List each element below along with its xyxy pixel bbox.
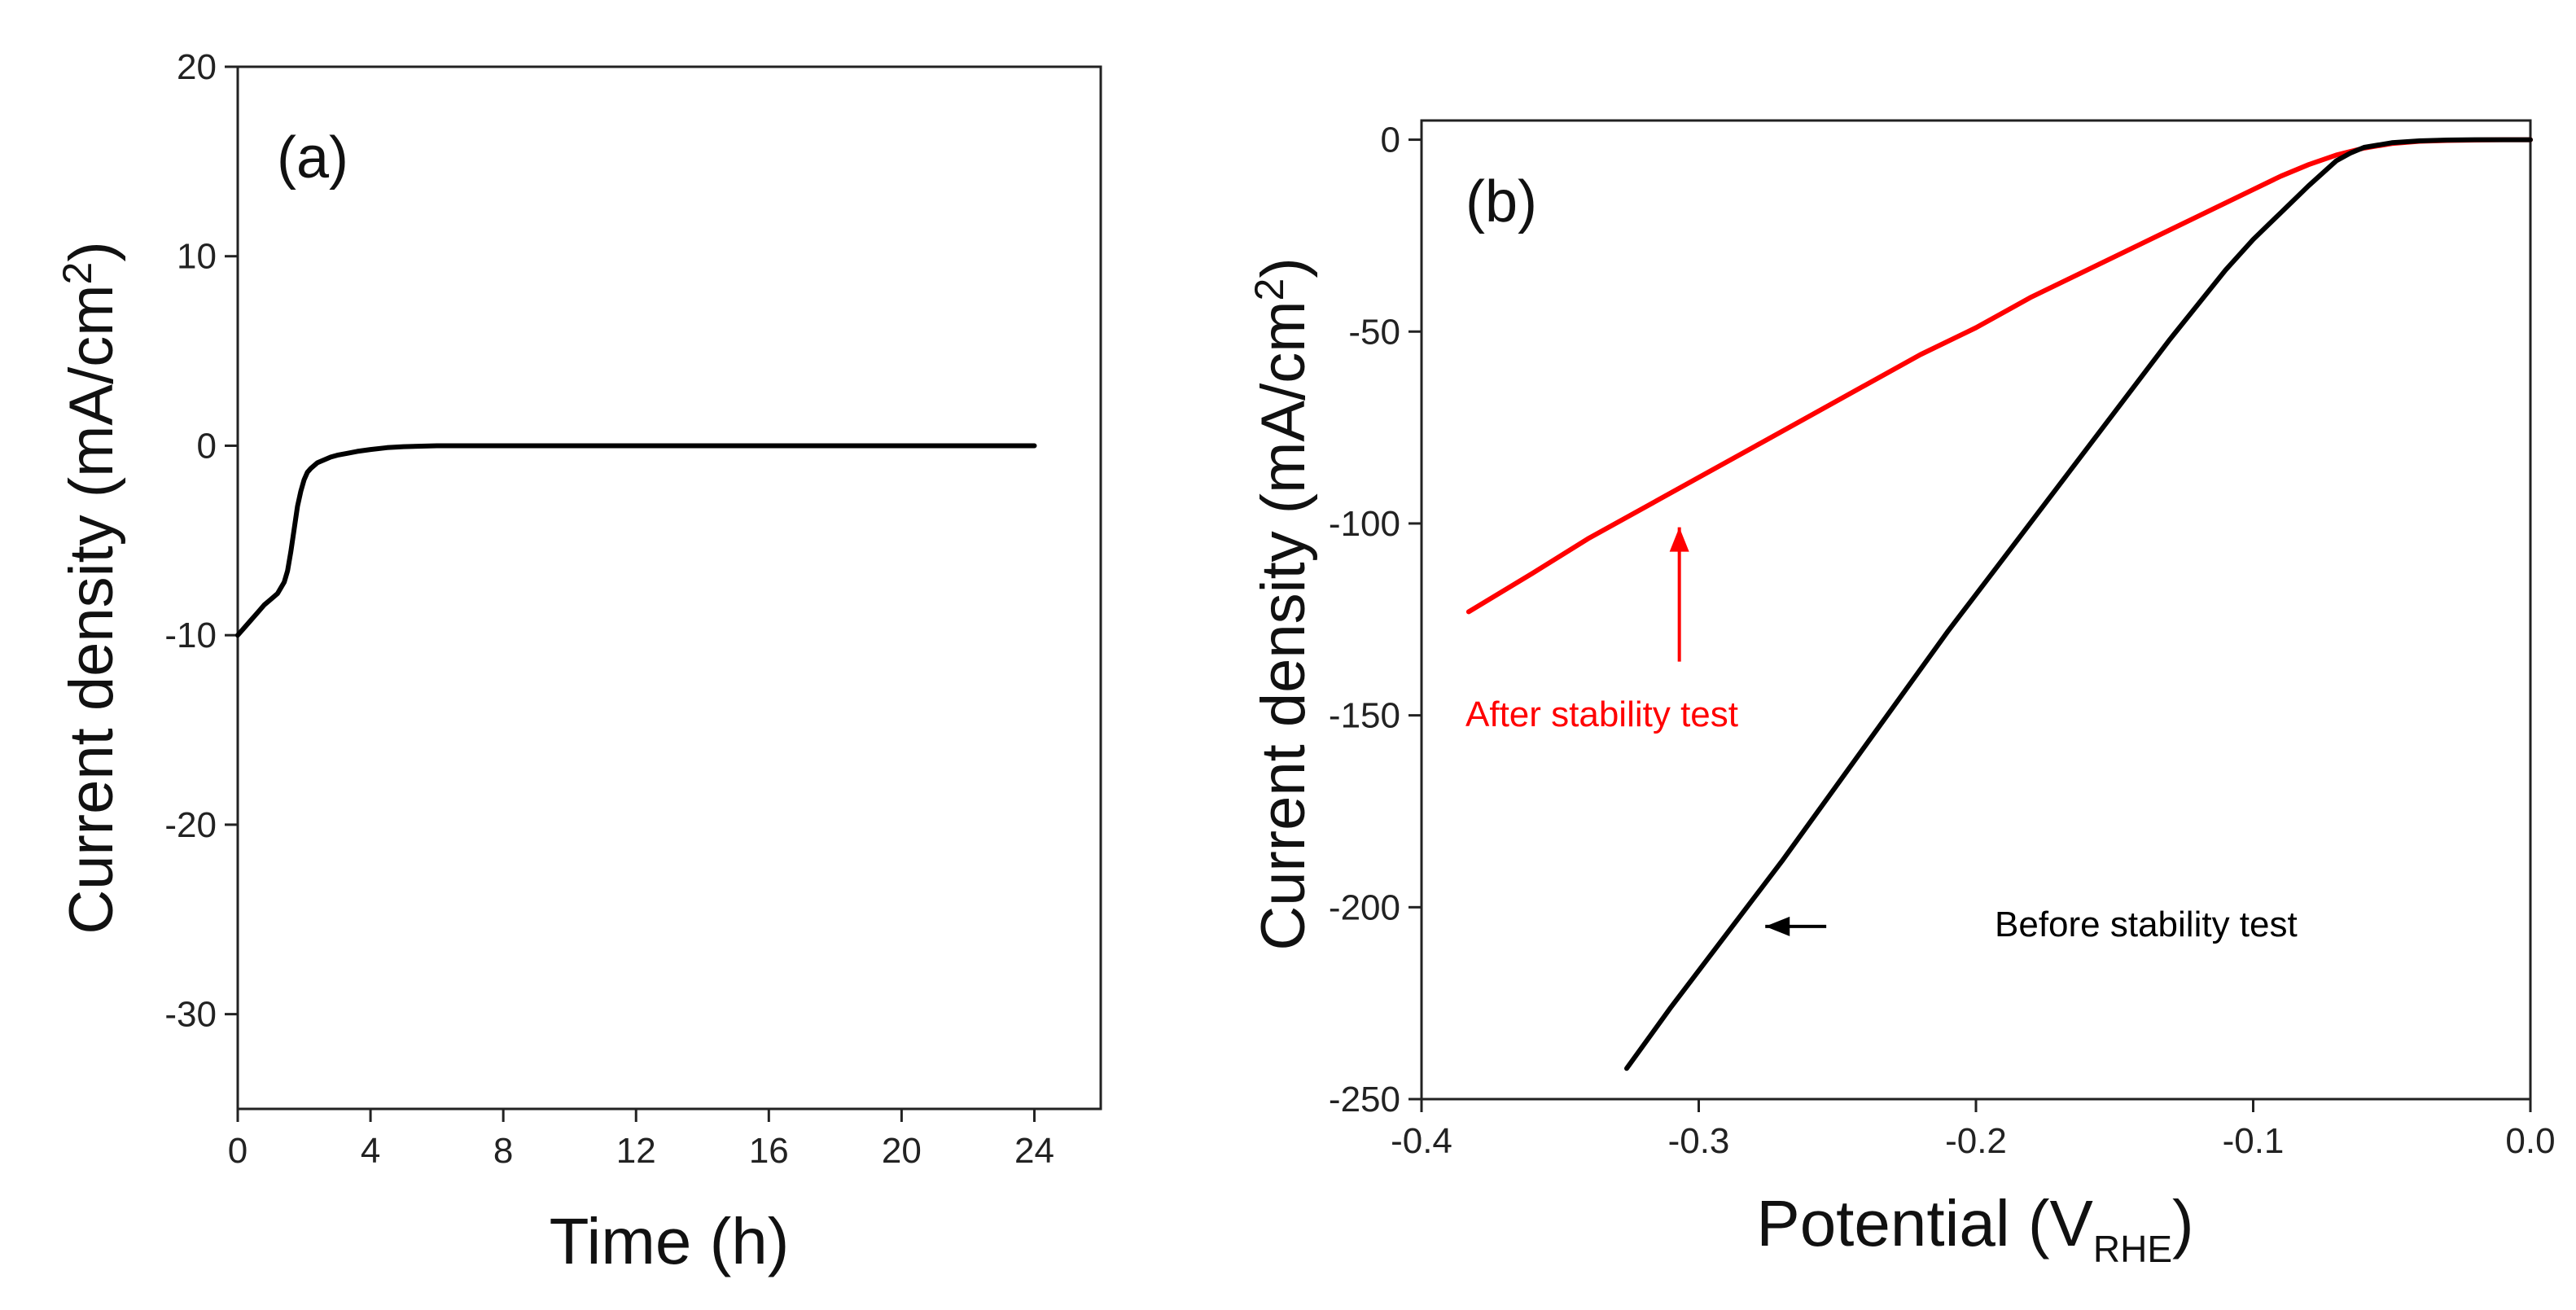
panel-a-y-tick-label: -20 — [164, 805, 217, 845]
panel-b: 0-50-100-150-200-250-0.4 -0.3 -0.2 -0.1 0.0 … — [1246, 119, 2556, 1270]
panel-b-x-axis-title: Potential (VRHE) — [1756, 1187, 2193, 1270]
panel-a-label: (a) — [277, 125, 348, 191]
after-annotation-arrow-head — [1669, 527, 1689, 552]
panel-b-x-axis-title-main: Potential (V — [1756, 1187, 2093, 1260]
panel-a-series — [235, 443, 1037, 638]
panel-a-ticks: 20 10 0 -10 -20 -30 0 4 8 12 16 20 24 — [164, 47, 1054, 1171]
panel-a-y-tick-label: -10 — [164, 616, 217, 655]
panel-b-y-tick-label: -150 — [1329, 696, 1400, 736]
before-stability-label: Before stability test — [1995, 905, 2298, 944]
panel-a-x-tick-label: 0 — [228, 1131, 248, 1171]
panel-a-series-line — [235, 443, 1037, 638]
panel-a-x-tick-label: 4 — [361, 1131, 380, 1171]
panel-a-x-tick-label: 12 — [616, 1131, 656, 1171]
before-annotation-arrow-head — [1765, 916, 1790, 936]
panel-b-y-axis-title-close: ) — [1249, 257, 1318, 278]
panel-b-y-tick-label: 0 — [1381, 120, 1400, 160]
panel-a-x-tick-label: 24 — [1014, 1131, 1054, 1171]
panel-b-annotations: After stability test Before stability tes… — [1465, 527, 2298, 944]
panel-a-x-tick-label: 8 — [493, 1131, 513, 1171]
panel-b-y-axis-title: Current density (mA/cm2) — [1246, 257, 1318, 950]
panel-a-y-axis-title-superscript: 2 — [55, 262, 100, 285]
panel-a-y-axis-title-close: ) — [57, 241, 126, 261]
panel-b-series — [1465, 137, 2533, 1071]
after-stability-label: After stability test — [1465, 694, 1738, 734]
panel-b-x-tick-label: -0.3 — [1668, 1121, 1730, 1161]
panel-b-ticks: 0 -50 -100 -150 -200 -250-0.4 -0.3 -0.2 -0.1 0.0 — [1329, 120, 2556, 1161]
panel-b-y-tick-label: -50 — [1348, 312, 1400, 352]
panel-a-x-tick-label: 16 — [749, 1131, 789, 1171]
panel-b-y-tick-label: -200 — [1329, 887, 1400, 927]
panel-b-x-tick-label: -0.4 — [1391, 1121, 1452, 1161]
panel-a-x-axis-title: Time (h) — [550, 1205, 790, 1277]
panel-a-plot-frame — [236, 65, 1102, 1111]
panel-a: 20 10 0 -10 -20 -30 0 4 8 12 16 20 24 (a) Time (h) C… — [55, 47, 1102, 1277]
panel-a-y-tick-label: 0 — [197, 426, 217, 466]
panel-b-x-axis-title-subscript: RHE — [2093, 1228, 2172, 1270]
panel-b-y-tick-label: -100 — [1329, 504, 1400, 544]
panel-a-y-tick-label: 20 — [177, 47, 217, 87]
panel-a-y-tick-label: -30 — [164, 995, 217, 1035]
panel-a-y-axis-title-main: Current density (mA/cm — [57, 284, 126, 934]
panel-b-before-series-line — [1624, 137, 2533, 1071]
panel-a-x-tick-label: 20 — [882, 1131, 922, 1171]
panel-b-y-axis-title-superscript: 2 — [1246, 278, 1292, 301]
panel-b-x-tick-label: 0.0 — [2505, 1121, 2555, 1161]
panel-b-after-series-line — [1465, 137, 2533, 615]
panel-b-label: (b) — [1465, 169, 1537, 234]
panel-b-x-axis-title-close: ) — [2172, 1187, 2194, 1260]
panel-b-x-tick-label: -0.1 — [2223, 1121, 2285, 1161]
panel-b-x-tick-label: -0.2 — [1945, 1121, 2007, 1161]
panel-a-y-axis-title: Current density (mA/cm2) — [55, 241, 126, 934]
panel-b-y-axis-title-main: Current density (mA/cm — [1249, 300, 1318, 950]
panel-b-plot-frame — [1420, 119, 2532, 1101]
panel-b-y-tick-label: -250 — [1329, 1080, 1400, 1119]
panel-a-y-tick-label: 10 — [177, 237, 217, 277]
